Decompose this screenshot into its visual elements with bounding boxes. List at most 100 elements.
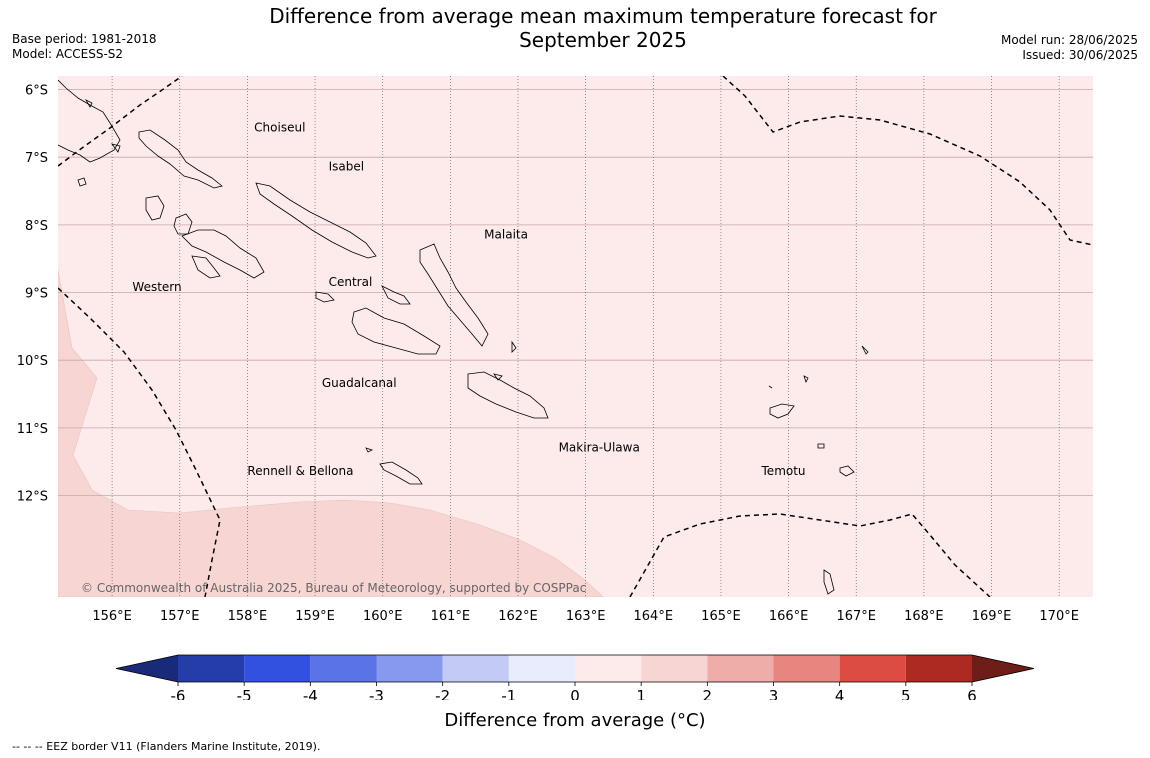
base-period: Base period: 1981-2018 [12,32,157,46]
coastline [493,373,503,381]
longitude-label: 166°E [769,609,809,624]
longitude-labels: 156°E 157°E 158°E 159°E 160°E 161°E 162°E 163°E… [92,609,1079,624]
colorbar-tick-label: 1 [636,687,646,700]
coastline [58,79,121,163]
longitude-label: 159°E [295,609,335,624]
longitude-label: 165°E [701,609,741,624]
latitude-label: 9°S [25,287,48,302]
colorbar-tick-label: 3 [769,687,779,700]
colorbar-segment [244,655,311,682]
eez-borders [58,76,1093,597]
title-line-2: September 2025 [519,28,687,52]
model-name: Model: ACCESS-S2 [12,47,124,61]
latitude-label: 12°S [17,490,48,505]
copyright-notice: © Commonwealth of Australia 2025, Bureau… [81,581,586,595]
longitude-label: 170°E [1039,609,1079,624]
coastline [379,461,423,485]
colorbar-segment [178,655,245,682]
map-figure: 6°S 7°S 8°S 9°S 10°S 11°S 12°S 156°E 157°E 158°E… [17,76,1093,700]
colorbar-tick-label: 0 [570,687,580,700]
eez-border [58,76,183,167]
coastline [111,143,121,153]
latitude-label: 6°S [25,84,48,99]
longitude-label: 164°E [634,609,674,624]
longitude-label: 163°E [566,609,606,624]
province-label: Isabel [329,160,364,174]
province-label: Rennell & Bellona [247,464,353,478]
map-title: Difference from average mean maximum tem… [200,4,1006,52]
eez-border [629,513,991,597]
warm-anomaly-region [58,269,604,597]
colorbar-under-triangle [116,655,178,682]
meta-left: Base period: 1981-2018 Model: ACCESS-S2 [12,32,157,62]
coastline [817,443,825,449]
title-line-1: Difference from average mean maximum tem… [269,4,937,28]
latitude-labels: 6°S 7°S 8°S 9°S 10°S 11°S 12°S [17,84,48,505]
colorbar-tick-label: 5 [901,687,911,700]
colorbar-segment [707,655,774,682]
colorbar-segment [905,655,972,682]
longitude-label: 162°E [498,609,538,624]
coastline [77,177,87,187]
colorbar-tick-label: 4 [835,687,845,700]
province-label: Choiseul [254,120,305,134]
coastline [365,447,374,453]
colorbar-over-triangle [972,655,1034,682]
longitude-label: 169°E [972,609,1012,624]
colorbar-tick-label: -2 [435,687,450,700]
colorbar-tick-label: 2 [703,687,713,700]
model-run: Model run: 28/06/2025 [1000,33,1138,47]
longitude-label: 160°E [363,609,403,624]
coastline [351,307,441,355]
issued-date: Issued: 30/06/2025 [1022,48,1138,62]
longitude-label: 158°E [228,609,268,624]
coastline [84,99,93,108]
coastline [768,385,773,389]
colorbar-tick-label: 6 [967,687,977,700]
latitude-label: 8°S [25,219,48,234]
colorbar-segment [773,655,840,682]
colorbar-title: Difference from average (°C) [444,710,706,731]
coastline [511,340,517,353]
coastline [255,182,377,259]
province-label: Malaita [484,227,528,241]
longitude-label: 167°E [836,609,876,624]
province-label: Central [329,275,373,289]
coastline [191,255,221,279]
coastline [769,403,795,419]
footnote: -- -- -- EEZ border V11 (Flanders Marine… [12,740,321,753]
latitude-label: 7°S [25,151,48,166]
colorbar-segment [376,655,443,682]
colorbar-tick-label: -5 [237,687,252,700]
coastline [419,243,489,347]
colorbar-segment [508,655,575,682]
coastline [181,229,265,279]
province-label: Western [132,280,181,294]
colorbar-tick-label: -6 [171,687,186,700]
colorbar-tick-label: -1 [501,687,516,700]
graticule [58,76,1093,597]
province-label: Makira-Ulawa [559,441,640,455]
province-label: Temotu [761,464,806,478]
province-labels: Choiseul Isabel Malaita Central Western Guada… [132,120,805,478]
coastline [803,375,809,384]
coastlines [58,79,869,595]
province-label: Guadalcanal [322,376,397,390]
longitude-label: 161°E [431,609,471,624]
colorbar-segment [310,655,377,682]
latitude-label: 11°S [17,422,48,437]
coastline [467,371,549,419]
colorbar-segment [575,655,642,682]
coastline [138,129,223,189]
coastline [861,345,869,355]
coastline [823,569,835,595]
longitude-label: 157°E [160,609,200,624]
colorbar-tick-label: -3 [369,687,384,700]
coastline [145,195,165,221]
longitude-label: 156°E [92,609,132,624]
colorbar-segment [442,655,509,682]
coastline [315,291,335,303]
colorbar-tick-label: -4 [303,687,318,700]
colorbar-segment [839,655,906,682]
coastline [381,285,411,305]
